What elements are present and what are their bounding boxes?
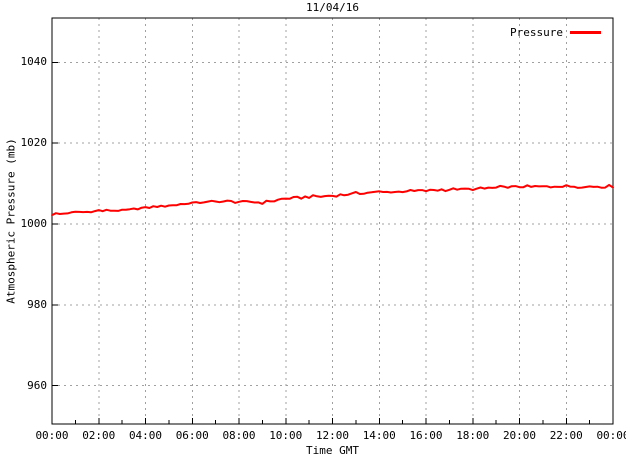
x-axis-label: Time GMT [306, 444, 359, 457]
x-tick-label: 12:00 [315, 429, 350, 442]
x-tick-label: 00:00 [35, 429, 69, 442]
y-tick-label: 1000 [20, 217, 48, 231]
legend-label-pressure: Pressure [510, 26, 563, 39]
x-tick-label: 04:00 [128, 429, 163, 442]
legend-line-sample [570, 31, 601, 34]
x-tick-label: 20:00 [502, 429, 537, 442]
x-tick-label: 10:00 [269, 429, 303, 442]
x-tick-label: 00:00 [596, 429, 626, 442]
x-tick-label: 02:00 [82, 429, 116, 442]
chart-title: 11/04/16 [306, 1, 359, 14]
x-tick-label: 18:00 [456, 429, 490, 442]
x-tick-label: 16:00 [409, 429, 443, 442]
x-tick-label: 14:00 [362, 429, 396, 442]
x-tick-label: 08:00 [222, 429, 256, 442]
y-tick-label: 1040 [20, 55, 48, 69]
x-tick-label: 06:00 [175, 429, 209, 442]
y-tick-label: 960 [27, 378, 47, 392]
x-tick-label: 22:00 [549, 429, 583, 442]
pressure-series-line [51, 183, 614, 217]
legend: Pressure [510, 26, 601, 39]
y-tick-label: 980 [27, 297, 47, 311]
y-tick-label: 1020 [20, 136, 48, 150]
